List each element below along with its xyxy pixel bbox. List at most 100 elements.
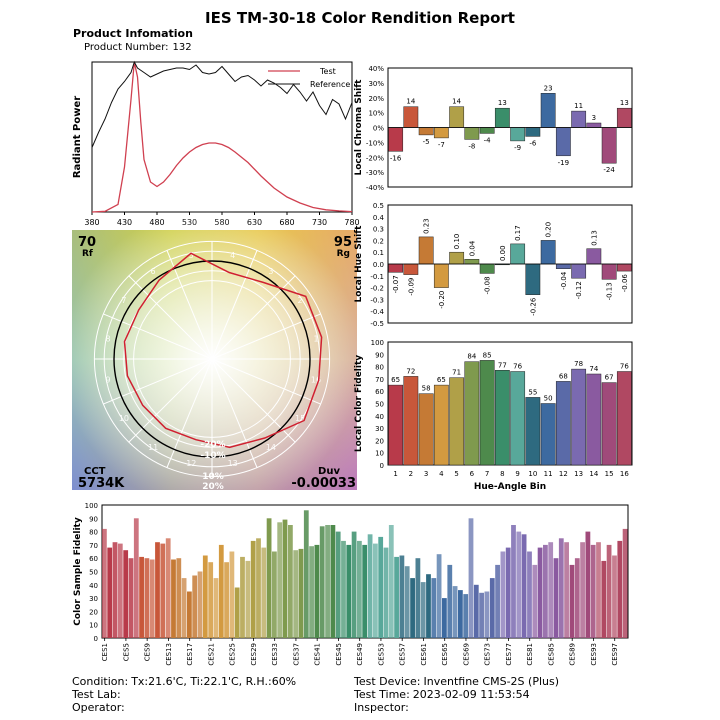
fidelity-x-tick-label: 15 <box>605 470 614 478</box>
chroma-y-tick-label: -10% <box>366 139 384 147</box>
fidelity-data-label: 71 <box>452 369 461 377</box>
sample-bar <box>277 522 283 638</box>
sample-bar <box>463 594 469 638</box>
sample-bar <box>133 518 139 638</box>
inspector-line: Inspector: <box>354 701 562 714</box>
hue-shift-data-label: 0.00 <box>499 245 507 261</box>
sample-y-label: Color Sample Fidelity <box>73 517 83 626</box>
sample-bar <box>436 554 442 638</box>
sample-bar <box>298 548 304 638</box>
sample-bar <box>272 551 277 638</box>
chroma-y-tick-label: -20% <box>366 154 384 162</box>
sample-x-tick-label: CES81 <box>526 643 534 666</box>
fidelity-bar <box>418 393 434 466</box>
chroma-bar <box>449 106 465 128</box>
sample-bar <box>250 540 256 638</box>
fidelity-y-tick-label: 60 <box>375 388 384 396</box>
cvg-ring-label: 20% <box>202 482 224 492</box>
sample-y-tick-label: 70 <box>89 542 98 550</box>
fidelity-data-label: 74 <box>589 365 598 373</box>
hue-shift-bar <box>464 259 480 265</box>
sample-bar <box>202 555 208 638</box>
sample-x-tick-label: CES77 <box>505 643 513 666</box>
sample-bar <box>192 575 198 638</box>
cvg-hue-bin-label: 16 <box>311 376 321 385</box>
hue-shift-data-label: 0.20 <box>545 222 553 238</box>
fidelity-y-tick-label: 90 <box>375 351 384 359</box>
legend-reference-label: Reference <box>310 80 350 89</box>
cvg-hue-bin-label: 5 <box>189 251 194 260</box>
hue-shift-data-label: -0.12 <box>575 281 583 299</box>
sample-bar <box>367 534 373 638</box>
sample-bar <box>314 544 320 638</box>
cvg-hue-bin-label: 10 <box>119 414 129 423</box>
sample-bar <box>548 542 554 638</box>
hue-shift-bar <box>433 263 449 288</box>
fidelity-y-tick-label: 10 <box>375 450 384 458</box>
hue-shift-bar <box>555 263 571 269</box>
sample-bar <box>208 562 214 638</box>
hue-shift-bar <box>403 263 419 275</box>
hue-shift-y-tick-label: -0.5 <box>370 320 384 328</box>
hue-shift-y-tick-label: 0.4 <box>373 214 385 222</box>
chroma-data-label: -19 <box>558 159 569 167</box>
hue-shift-y-label: Local Hue Shift <box>354 225 364 303</box>
chroma-data-label: 23 <box>544 84 553 92</box>
hue-shift-y-tick-label: 0.1 <box>373 249 384 257</box>
sample-bar <box>500 551 506 638</box>
sample-bar <box>144 558 150 638</box>
sample-x-tick-label: CES97 <box>611 643 619 666</box>
fidelity-bar <box>601 382 617 466</box>
sample-bar <box>415 558 421 638</box>
fidelity-x-tick-label: 11 <box>544 470 553 478</box>
hue-shift-data-label: -0.09 <box>407 278 415 296</box>
hue-shift-y-tick-label: 0.5 <box>373 202 384 210</box>
cvg-hue-bin-label: 3 <box>268 267 273 276</box>
hue-shift-bar <box>388 263 404 273</box>
cvg-hue-bin-label: 12 <box>186 459 196 468</box>
chroma-data-label: -5 <box>423 138 430 146</box>
sample-bar <box>585 531 591 638</box>
fidelity-x-tick-label: 9 <box>515 470 519 478</box>
sample-bar <box>399 555 405 638</box>
hue-shift-bar <box>540 240 556 265</box>
cvg-hue-bin-label: 11 <box>148 443 158 452</box>
fidelity-x-label: Hue-Angle Bin <box>474 482 546 492</box>
sample-bar <box>117 543 123 638</box>
cvg-hue-bin-label: 4 <box>230 251 235 260</box>
sample-bar <box>303 510 309 638</box>
sample-bar <box>511 525 516 638</box>
sample-bar <box>442 598 447 638</box>
fidelity-bar <box>586 373 602 466</box>
spectrum-x-tick-label: 680 <box>279 218 294 227</box>
sample-x-tick-label: CES85 <box>548 643 556 666</box>
hue-shift-data-label: -0.04 <box>560 271 568 290</box>
sample-bar <box>357 540 362 638</box>
spectrum-line-reference <box>91 60 353 148</box>
fidelity-x-tick-label: 5 <box>454 470 458 478</box>
chroma-data-label: 11 <box>574 102 583 110</box>
fidelity-data-label: 67 <box>605 374 614 382</box>
chroma-data-label: 13 <box>498 99 507 107</box>
sample-x-tick-label: CES29 <box>250 643 258 666</box>
sample-bar <box>410 578 415 638</box>
fidelity-x-tick-label: 13 <box>574 470 583 478</box>
cvg-hue-bin-label: 2 <box>298 296 303 305</box>
device-line: Test Device: Inventfine CMS-2S (Plus) <box>354 675 562 688</box>
chroma-bar <box>464 127 480 140</box>
chroma-data-label: -6 <box>529 139 537 147</box>
sample-bar <box>468 518 474 638</box>
chroma-y-tick-label: 0% <box>373 125 384 133</box>
hue-shift-y-tick-label: 0.2 <box>373 237 384 245</box>
hue-shift-data-label: 0.10 <box>453 234 461 250</box>
sample-x-tick-label: CES9 <box>144 643 152 661</box>
hue-shift-y-tick-label: -0.1 <box>370 273 384 281</box>
hue-shift-y-tick-label: -0.2 <box>370 285 384 293</box>
sample-bar <box>112 542 118 638</box>
duv-label: Duv <box>318 466 340 477</box>
fidelity-bar <box>494 370 510 466</box>
sample-bar <box>293 550 299 638</box>
sample-y-tick-label: 40 <box>89 582 98 590</box>
chroma-bar <box>525 127 541 137</box>
